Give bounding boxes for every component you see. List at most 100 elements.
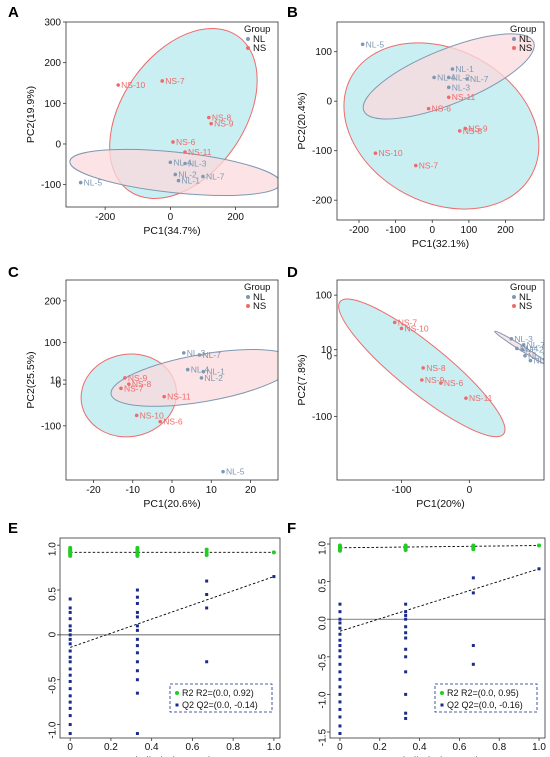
point-ns-11 — [162, 394, 166, 399]
point-label: NS-9 — [425, 375, 445, 385]
x-tick-label: -20 — [86, 485, 101, 496]
point-nl-1 — [450, 67, 455, 71]
y-tick-label: -1.0 — [48, 721, 59, 739]
q2-point — [404, 670, 408, 674]
q2-point — [135, 628, 139, 632]
r2-point — [271, 550, 276, 555]
q2-point — [338, 685, 342, 689]
q2-point — [68, 633, 72, 637]
q2-point — [205, 579, 209, 583]
q2-point — [338, 731, 342, 735]
q2-point — [68, 649, 72, 653]
y-tick-label: 100 — [315, 47, 332, 58]
q2-point — [404, 636, 408, 640]
point-nl-1 — [523, 353, 527, 358]
x-tick-label: 0.8 — [226, 742, 240, 753]
y-tick-label: 200 — [44, 296, 61, 307]
q2-point — [272, 575, 276, 579]
x-axis-title: PC1(20%) — [416, 498, 464, 510]
plot-inner: NL-5NL-1NL-4NL-2 NL-7NL-3NS-11NS-6NS-9NS-… — [343, 33, 540, 210]
point-ns-10 — [134, 413, 139, 418]
point-label: NS-6 — [444, 378, 464, 388]
q2-point — [135, 669, 139, 673]
y-tick-label: 200 — [44, 58, 61, 69]
legend-marker-ns — [246, 304, 250, 308]
x-tick-label: 0 — [168, 212, 174, 223]
q2-point — [68, 597, 72, 601]
y-tick-label: 1.0 — [48, 542, 59, 556]
r2-regression-line — [339, 545, 540, 549]
q2-point — [135, 595, 139, 599]
legend-entry-q2: Q2 Q2=(0.0, -0.14) — [182, 700, 258, 710]
point-nl-7 — [521, 343, 526, 347]
point-nl-4 — [432, 75, 436, 80]
point-label: NS-8 — [426, 363, 446, 373]
q2-point — [404, 711, 408, 715]
q2-point — [135, 601, 139, 605]
q2-point — [135, 615, 139, 619]
y-tick-label: -1.0 — [318, 691, 329, 709]
q2-point — [68, 642, 72, 646]
point-label: NL-1 — [206, 367, 225, 377]
point-label: NS-10 — [121, 80, 145, 90]
y-tick-label: -100 — [41, 180, 61, 191]
point-nl-7 — [197, 353, 202, 357]
point-label: NL-3 — [452, 82, 471, 92]
plot-frame — [59, 537, 281, 739]
legend-title: Group — [510, 24, 536, 35]
r2-point — [403, 548, 408, 553]
point-label: NL-3 — [188, 158, 207, 168]
q2-point — [68, 610, 72, 614]
x-tick-label: 10 — [206, 485, 218, 496]
panel-letter: A — [8, 4, 19, 21]
legend-marker-r2 — [440, 691, 444, 695]
legend-marker-nl — [512, 295, 516, 299]
y-tick-label: -100 — [41, 421, 61, 432]
y-axis-title: PC2(7.8%) — [296, 354, 308, 405]
point-label: NL-4 — [520, 343, 539, 353]
x-tick-label: 1.0 — [532, 742, 546, 753]
q2-point — [68, 706, 72, 710]
q2-point — [338, 677, 342, 681]
point-nl-2 — [446, 75, 451, 80]
point-nl-1 — [201, 369, 206, 374]
x-tick-label: 0 — [337, 742, 343, 753]
point-label: NL-7 — [527, 340, 546, 350]
x-tick-label: 0.4 — [413, 742, 427, 753]
point-ns-6 — [426, 106, 431, 111]
legend-entry-ns: NS — [519, 43, 532, 54]
q2-point — [135, 610, 139, 614]
q2-point — [471, 662, 475, 666]
q2-point — [338, 626, 342, 630]
q2-point — [338, 655, 342, 659]
point-ns-7 — [413, 163, 418, 168]
panel-letter: D — [287, 264, 298, 281]
x-tick-label: 0 — [169, 485, 175, 496]
q2-point — [135, 624, 139, 628]
y-tick-label: 10 — [50, 376, 62, 387]
q2-point — [135, 588, 139, 592]
point-ns-6 — [171, 140, 175, 144]
x-tick-label: 200 — [497, 225, 514, 236]
q2-point — [205, 660, 209, 664]
x-tick-label: 100 — [461, 225, 478, 236]
legend-entry-ns: NS — [253, 43, 266, 54]
q2-point — [135, 637, 139, 641]
point-label: NS-6 — [432, 104, 452, 114]
y-tick-label: 0 — [55, 380, 61, 391]
legend-marker-q2 — [440, 703, 444, 707]
q2-point — [338, 602, 342, 606]
point-ns-7 — [119, 386, 123, 391]
y-tick-label: 100 — [44, 99, 61, 110]
r2-point — [68, 553, 73, 558]
plot-frame — [336, 21, 545, 221]
point-label: NS-9 — [128, 373, 148, 383]
point-label: NL-7 — [470, 74, 489, 84]
legend-marker-ns — [246, 46, 250, 50]
point-label: NL-4 — [191, 365, 210, 375]
point-label: NL-2 — [204, 373, 223, 383]
y-tick-label: 0.0 — [318, 616, 329, 630]
nl-confidence-ellipse — [69, 148, 278, 196]
